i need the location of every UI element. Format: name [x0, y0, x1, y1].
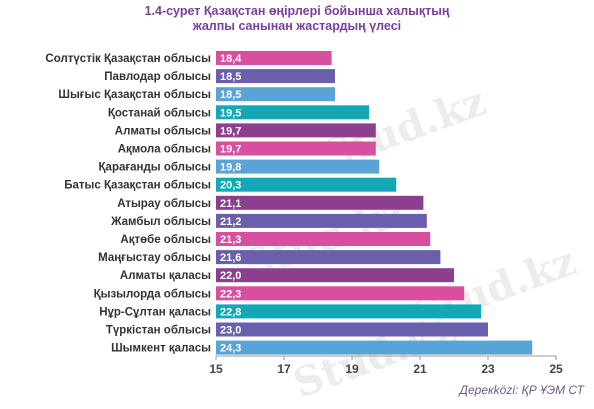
bar-row: Алматы облысы 19,7	[115, 123, 376, 138]
bar	[216, 105, 369, 120]
data-label: 24,3	[220, 343, 241, 355]
bar-row: Ақтөбе облысы 21,3	[120, 232, 431, 246]
bar-row: Солтүстік Қазақстан облысы 18,4	[45, 51, 332, 65]
bar	[216, 141, 376, 156]
source-note: Дерекközі: ҚР ҰЭМ СТ	[459, 383, 584, 397]
category-label: Маңғыстау облысы	[98, 252, 211, 264]
category-label: Шымкент қаласы	[111, 343, 211, 355]
bar	[216, 304, 482, 319]
bar-row: Шымкент қаласы 24,3	[111, 340, 533, 355]
category-label: Ақмола облысы	[118, 144, 211, 156]
data-label: 18,5	[220, 71, 241, 83]
bar	[216, 195, 424, 210]
category-label: Жамбыл облысы	[110, 216, 211, 228]
data-label: 22,3	[220, 288, 241, 300]
bar	[216, 268, 454, 283]
x-tick-label: 19	[345, 362, 359, 376]
chart-title: 1.4-сурет Қазақстан өңірлері бойынша хал…	[0, 4, 594, 34]
category-label: Алматы қаласы	[120, 270, 211, 282]
bar-row: Қызылорда облысы 22,3	[94, 286, 465, 301]
data-label: 21,3	[220, 234, 241, 246]
x-tick-label: 15	[209, 362, 223, 376]
chart-title-line-1: 1.4-сурет Қазақстан өңірлері бойынша хал…	[144, 4, 450, 18]
category-label: Алматы облысы	[115, 125, 211, 137]
data-label: 21,6	[220, 252, 241, 264]
category-label: Солтүстік Қазақстан облысы	[45, 53, 211, 65]
chart-title-line-2: жалпы санынан жастардың үлесі	[192, 19, 402, 33]
bar	[216, 213, 427, 228]
bar	[216, 177, 397, 192]
category-label: Ақтөбе облысы	[120, 234, 211, 246]
data-label: 23,0	[220, 325, 241, 337]
bar	[216, 51, 332, 65]
bar-row: Ақмола облысы 19,7	[118, 141, 376, 156]
bar-row: Маңғыстау облысы 21,6	[98, 250, 441, 265]
bar-row: Қарағанды облысы 19,8	[99, 159, 380, 174]
bar	[216, 322, 488, 337]
bar	[216, 232, 431, 246]
bar-row: Нұр-Сұлтан қаласы 22,8	[99, 304, 482, 319]
category-label: Павлодар облысы	[104, 71, 211, 83]
category-label: Қостанай облысы	[108, 107, 211, 119]
bar	[216, 123, 376, 138]
category-label: Қарағанды облысы	[99, 162, 212, 174]
data-label: 21,2	[220, 216, 241, 228]
category-label: Шығыс Қазақстан облысы	[58, 89, 211, 101]
bar	[216, 87, 335, 102]
bar-row: Жамбыл облысы 21,2	[110, 213, 427, 228]
category-label: Қызылорда облысы	[94, 288, 212, 300]
data-label: 20,3	[220, 180, 241, 192]
bar-row: Түркістан облысы 23,0	[106, 322, 488, 337]
data-label: 22,0	[220, 270, 241, 282]
category-label: Атырау облысы	[117, 198, 211, 210]
data-label: 19,8	[220, 162, 241, 174]
data-label: 18,5	[220, 89, 241, 101]
x-tick-label: 17	[277, 362, 291, 376]
data-label: 19,7	[220, 144, 241, 156]
bar-row: Алматы қаласы 22,0	[120, 268, 454, 283]
bar	[216, 250, 441, 265]
data-label: 21,1	[220, 198, 241, 210]
bar	[216, 69, 335, 84]
bar-row: Батыс Қазақстан облысы 20,3	[64, 177, 397, 192]
bar-row: Шығыс Қазақстан облысы 18,5	[58, 87, 335, 102]
category-label: Батыс Қазақстан облысы	[64, 180, 211, 192]
bar-row: Қостанай облысы 19,5	[108, 105, 369, 120]
bar	[216, 286, 465, 301]
bar-row: Атырау облысы 21,1	[117, 195, 424, 210]
x-tick-label: 21	[413, 362, 427, 376]
data-label: 19,7	[220, 125, 241, 137]
category-label: Түркістан облысы	[106, 325, 211, 337]
bar	[216, 159, 380, 174]
bar-row: Павлодар облысы 18,5	[104, 69, 335, 84]
data-label: 19,5	[220, 107, 241, 119]
x-tick-label: 23	[481, 362, 495, 376]
data-label: 18,4	[220, 53, 242, 65]
data-label: 22,8	[220, 306, 241, 318]
category-label: Нұр-Сұлтан қаласы	[99, 306, 211, 318]
bar	[216, 340, 533, 355]
x-tick-label: 25	[549, 362, 563, 376]
